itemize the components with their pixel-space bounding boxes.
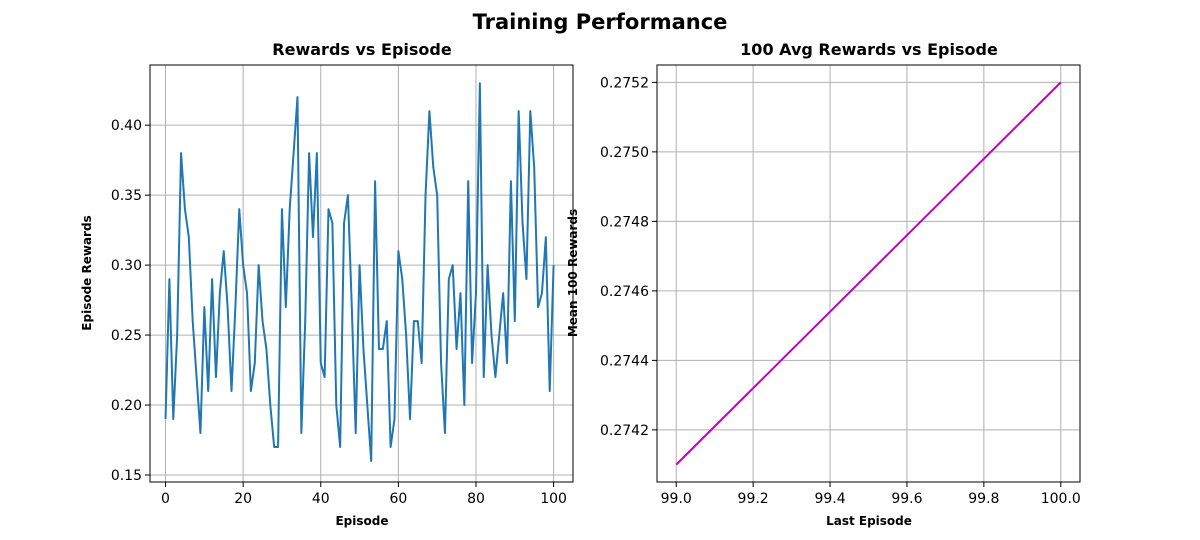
y-tick-label: 0.25 (111, 328, 142, 344)
x-tick-label: 80 (467, 491, 485, 507)
x-tick-label: 100.0 (1041, 491, 1081, 507)
y-tick-label: 0.35 (111, 188, 142, 204)
axes-frame (656, 64, 1081, 483)
x-axis-label: Episode (335, 514, 388, 528)
y-tick-label: 0.30 (111, 258, 142, 274)
x-tick-label: 60 (389, 491, 407, 507)
x-tick-label: 0 (161, 491, 170, 507)
chart-title: 100 Avg Rewards vs Episode (740, 40, 998, 59)
y-tick-label: 0.20 (111, 398, 142, 414)
x-tick-label: 100 (540, 491, 567, 507)
x-tick-label: 99.6 (891, 491, 922, 507)
chart-title: Rewards vs Episode (272, 40, 452, 59)
x-tick-label: 99.4 (814, 491, 845, 507)
y-axis-label: Episode Rewards (80, 215, 94, 330)
y-tick-label: 0.2742 (600, 423, 649, 439)
x-axis-label: Last Episode (826, 514, 912, 528)
x-tick-label: 99.0 (661, 491, 692, 507)
x-tick-label: 99.2 (738, 491, 769, 507)
y-tick-label: 0.40 (111, 118, 142, 134)
avg-rewards-vs-episode-chart: 100 Avg Rewards vs Episode Last Episode … (566, 40, 1081, 528)
figure-suptitle: Training Performance (473, 10, 728, 34)
y-tick-label: 0.2752 (600, 75, 649, 91)
x-tick-label: 99.8 (968, 491, 999, 507)
rewards-vs-episode-chart: Rewards vs Episode Episode Episode Rewar… (80, 40, 574, 528)
y-tick-label: 0.2744 (600, 353, 649, 369)
axes-frame (149, 64, 574, 483)
y-tick-label: 0.2750 (600, 145, 649, 161)
y-tick-label: 0.15 (111, 468, 142, 484)
series-line (164, 82, 555, 463)
series-line (675, 81, 1062, 466)
y-tick-label: 0.2746 (600, 284, 649, 300)
x-tick-label: 20 (234, 491, 252, 507)
y-axis-label: Mean 100 Rewards (566, 209, 580, 337)
x-tick-label: 40 (312, 491, 330, 507)
y-tick-label: 0.2748 (600, 214, 649, 230)
